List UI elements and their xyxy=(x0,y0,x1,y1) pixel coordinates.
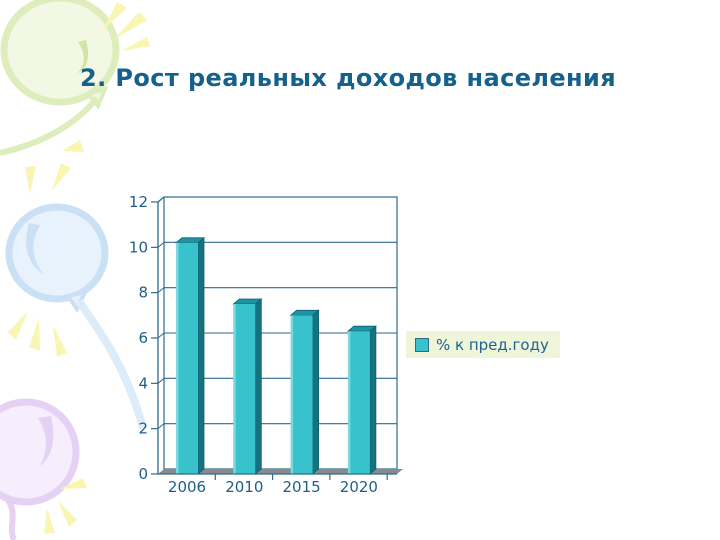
bar-front xyxy=(347,331,370,474)
sparkle xyxy=(53,325,67,357)
bar-highlight xyxy=(347,331,351,474)
chart-legend: % к пред.году xyxy=(406,331,560,358)
y-axis-tick-label: 4 xyxy=(138,374,148,392)
bar-side xyxy=(312,309,320,475)
y-axis-tick-label: 2 xyxy=(138,420,148,438)
y-axis-tick-label: 10 xyxy=(129,238,148,256)
green-balloon-decoration xyxy=(0,0,120,156)
x-axis-label: 2006 xyxy=(168,478,206,496)
y-tick-depth xyxy=(157,377,165,384)
bar-front xyxy=(233,304,256,474)
sparkle xyxy=(121,37,150,51)
purple-balloon xyxy=(0,398,80,506)
sparkle xyxy=(58,501,77,527)
sparkle xyxy=(60,478,87,489)
sparkle xyxy=(8,311,28,340)
y-tick-depth xyxy=(157,287,165,294)
purple-balloon-decoration xyxy=(0,398,87,540)
green-balloon-string xyxy=(0,96,100,156)
y-tick-depth xyxy=(157,196,165,203)
y-axis-tick-label: 12 xyxy=(129,193,148,211)
bar-side xyxy=(254,298,262,475)
y-axis-tick-label: 0 xyxy=(138,465,148,483)
chart-floor xyxy=(158,469,403,474)
bar-side xyxy=(197,236,205,475)
bar-front xyxy=(290,315,313,474)
green-balloon xyxy=(0,0,120,106)
bar-highlight xyxy=(290,315,294,474)
sparkle xyxy=(25,166,36,194)
sparkle xyxy=(44,508,55,534)
y-tick-depth xyxy=(157,423,165,430)
sparkle xyxy=(114,12,147,39)
sparkle xyxy=(62,140,84,152)
blue-balloon-decoration xyxy=(5,163,147,430)
legend-label: % к пред.году xyxy=(436,335,549,354)
blue-balloon-highlight xyxy=(26,223,44,275)
sparkle xyxy=(29,318,40,351)
bar-highlight xyxy=(176,242,179,474)
y-axis-tick-label: 8 xyxy=(138,284,148,302)
x-axis-label: 2015 xyxy=(283,478,321,496)
sparkle xyxy=(103,2,127,30)
yellow-sparkles-top xyxy=(62,2,150,152)
bar-highlight xyxy=(233,304,236,474)
y-tick-depth xyxy=(157,241,165,248)
bar-front xyxy=(176,242,198,474)
purple-balloon-highlight xyxy=(38,416,54,466)
sparkle xyxy=(52,163,71,190)
slide-title: 2. Рост реальных доходов населения xyxy=(80,64,617,92)
x-axis-label: 2020 xyxy=(340,478,378,496)
blue-balloon-string xyxy=(75,298,147,430)
purple-balloon-string xyxy=(5,498,17,540)
y-axis-tick-label: 6 xyxy=(138,329,148,347)
y-tick-depth xyxy=(157,332,165,339)
x-axis-label: 2010 xyxy=(225,478,263,496)
legend-marker xyxy=(415,337,429,352)
bar-side xyxy=(369,325,377,475)
green-balloon-highlight xyxy=(77,40,89,74)
